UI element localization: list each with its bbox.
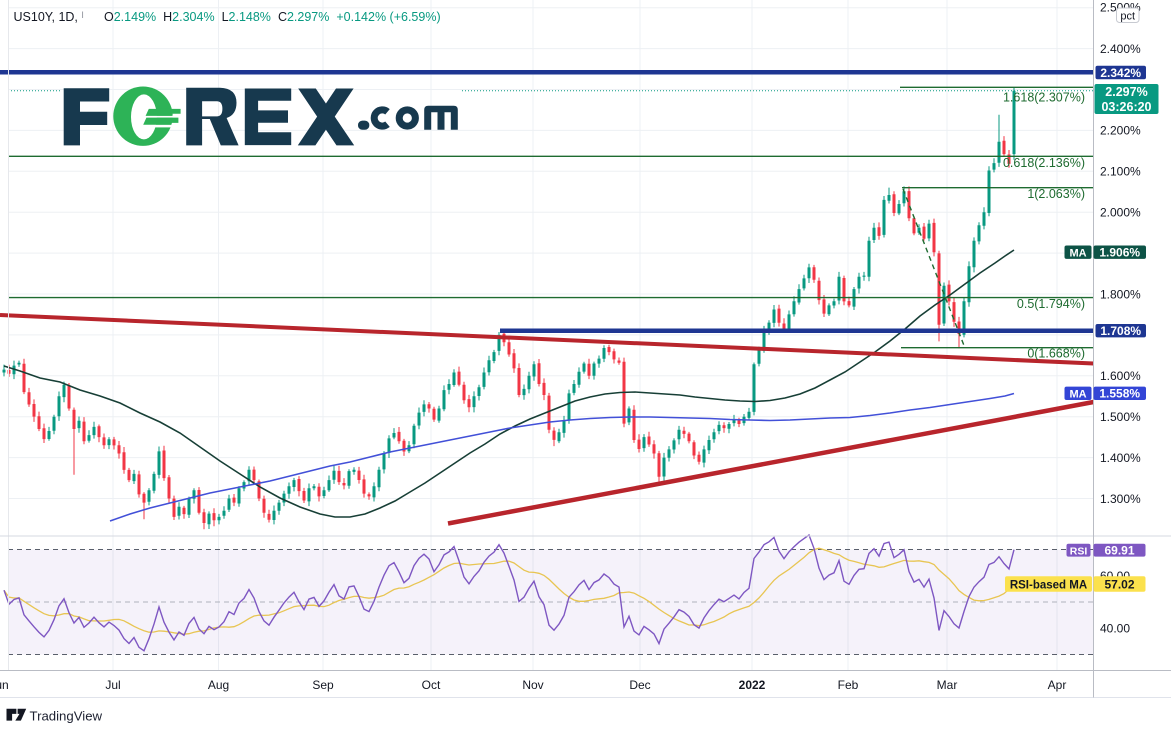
svg-text:Dec: Dec [629, 678, 650, 692]
svg-text:1.300%: 1.300% [1100, 492, 1141, 506]
svg-text:MA: MA [1069, 248, 1086, 260]
svg-text:2.342%: 2.342% [1100, 66, 1141, 80]
svg-text:1.558%: 1.558% [1099, 387, 1140, 401]
svg-text:Jun: Jun [0, 678, 9, 692]
svg-text:Apr: Apr [1048, 678, 1067, 692]
svg-text:2.400%: 2.400% [1100, 42, 1141, 56]
svg-text:1.800%: 1.800% [1100, 287, 1141, 301]
svg-text:Feb: Feb [838, 678, 859, 692]
svg-text:1.600%: 1.600% [1100, 369, 1141, 383]
svg-text:1(2.063%): 1(2.063%) [1027, 187, 1085, 201]
svg-text:1.400%: 1.400% [1100, 451, 1141, 465]
svg-text:03:26:20: 03:26:20 [1101, 100, 1151, 114]
svg-text:RSI: RSI [1070, 546, 1088, 558]
svg-text:57.02: 57.02 [1104, 577, 1134, 591]
svg-text:2.200%: 2.200% [1100, 124, 1141, 138]
svg-text:1.500%: 1.500% [1100, 410, 1141, 424]
svg-text:69.91: 69.91 [1104, 544, 1134, 558]
svg-text:0.618(2.136%): 0.618(2.136%) [1003, 156, 1085, 170]
svg-text:Jul: Jul [105, 678, 120, 692]
svg-text:Oct: Oct [422, 678, 441, 692]
svg-text:2.100%: 2.100% [1100, 165, 1141, 179]
svg-text:40.00: 40.00 [1100, 622, 1130, 636]
svg-text:Nov: Nov [522, 678, 543, 692]
svg-text:1.708%: 1.708% [1100, 324, 1141, 338]
svg-text:0.5(1.794%): 0.5(1.794%) [1017, 297, 1085, 311]
svg-text:Mar: Mar [937, 678, 958, 692]
svg-text:2022: 2022 [739, 678, 766, 692]
svg-text:RSI-based MA: RSI-based MA [1010, 579, 1087, 591]
svg-text:0(1.668%): 0(1.668%) [1027, 347, 1085, 361]
svg-text:2.297%: 2.297% [1105, 85, 1147, 99]
svg-text:2.000%: 2.000% [1100, 206, 1141, 220]
svg-text:Aug: Aug [208, 678, 229, 692]
svg-text:MA: MA [1069, 389, 1086, 401]
svg-text:TradingView: TradingView [30, 708, 103, 723]
svg-text:1.906%: 1.906% [1099, 246, 1140, 260]
svg-text:Sep: Sep [312, 678, 334, 692]
svg-text:1.618(2.307%): 1.618(2.307%) [1003, 91, 1085, 105]
svg-text:pct: pct [1120, 11, 1135, 23]
svg-text:US10Y, 1D, I: US10Y, 1D, I [14, 10, 84, 24]
